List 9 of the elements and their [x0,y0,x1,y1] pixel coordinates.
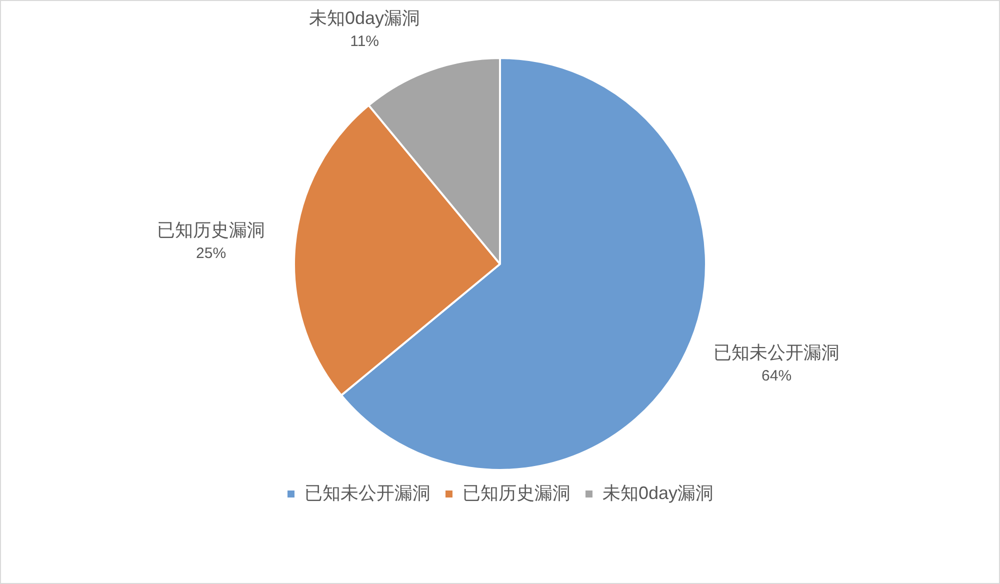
slice-label: 未知0day漏洞 [309,8,420,28]
data-label: 64% [762,368,792,385]
slice-label: 已知未公开漏洞 [714,342,840,362]
legend-label: 已知历史漏洞 [462,482,570,503]
legend-label: 已知未公开漏洞 [304,482,430,503]
data-label: 11% [350,33,380,50]
data-label: 25% [196,244,226,262]
slice-label: 已知历史漏洞 [157,220,266,240]
legend-label: 未知0day漏洞 [602,482,714,503]
